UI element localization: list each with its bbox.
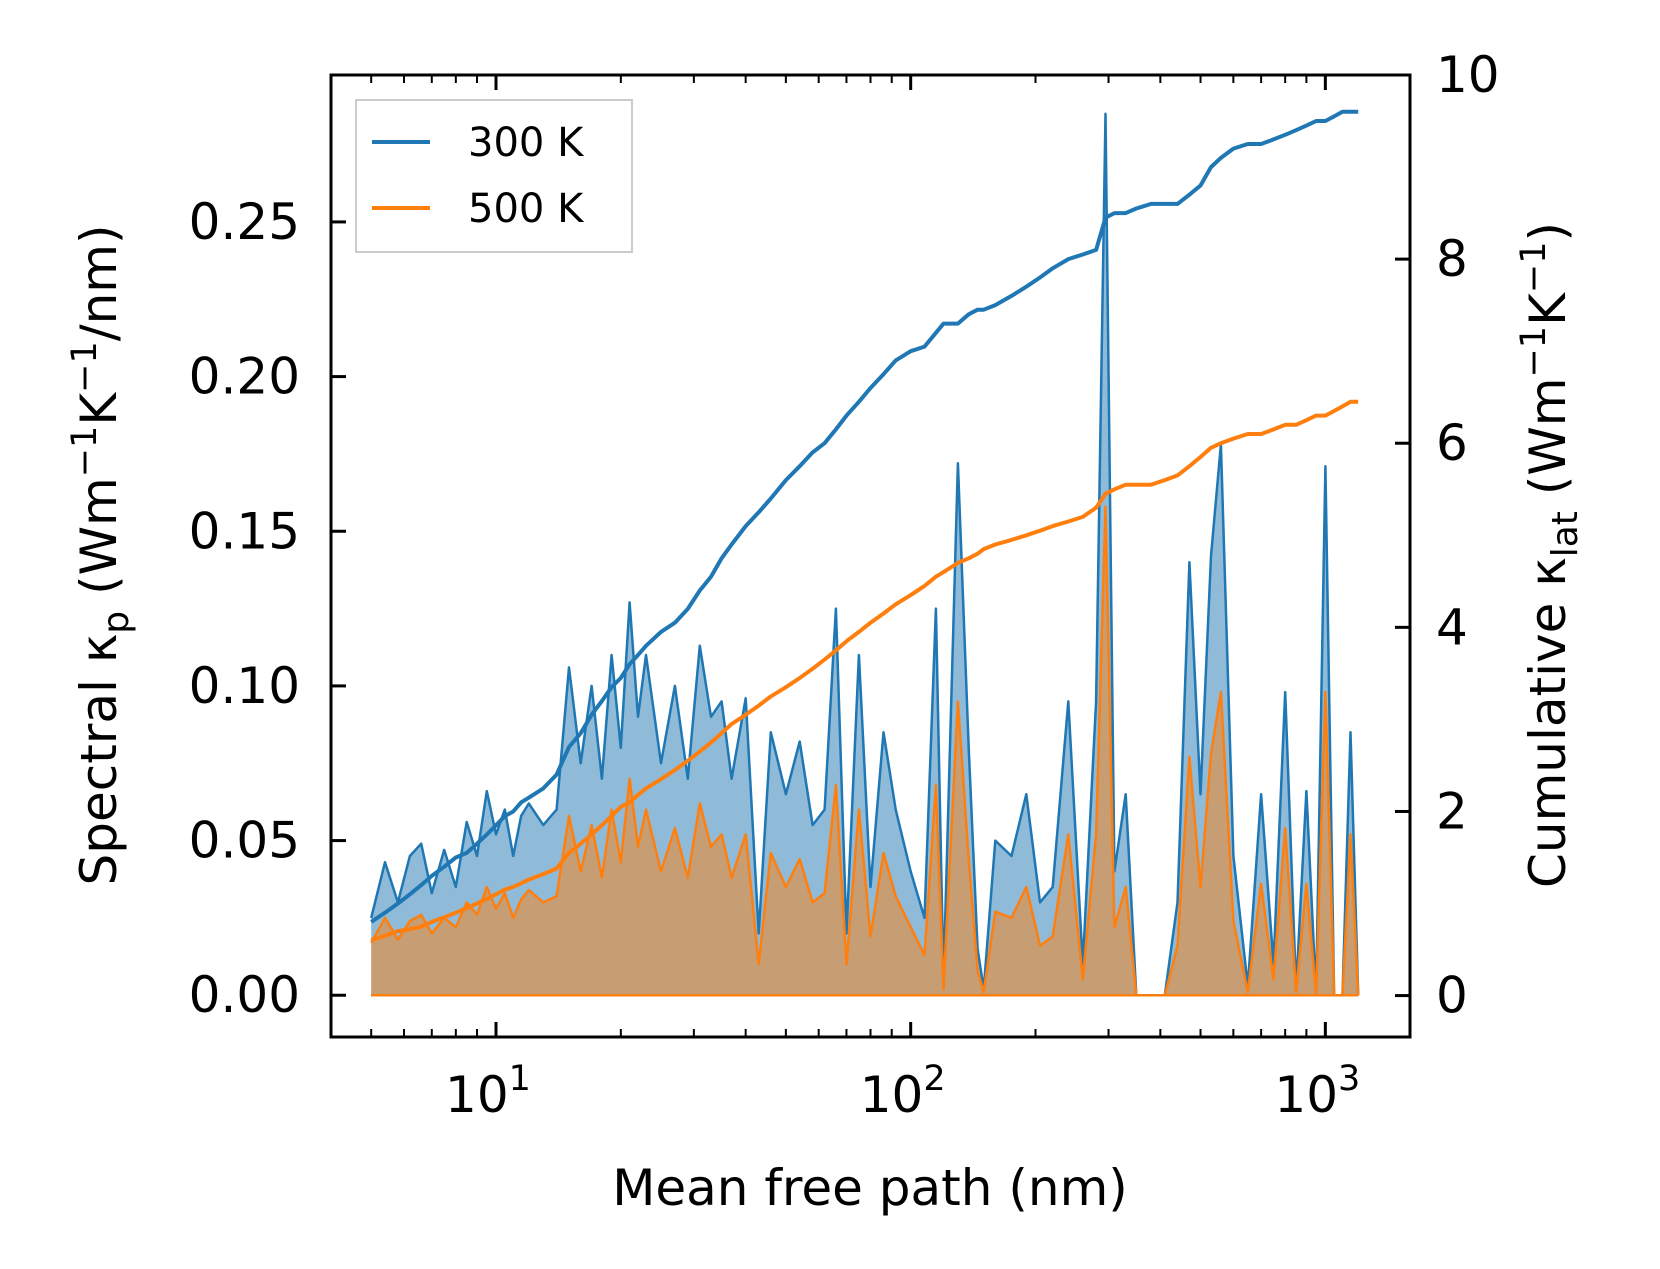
legend-box [355, 99, 633, 253]
x-tick-exponent: 1 [509, 1059, 531, 1099]
y-right-tick-label: 0 [1436, 967, 1468, 1025]
spectral-line-500k [370, 505, 1360, 997]
y-right-tick-label: 8 [1436, 230, 1468, 288]
x-axis-label: Mean free path (nm) [612, 1159, 1128, 1217]
x-tick-exponent: 3 [1338, 1059, 1360, 1099]
cumulative-line-300k [370, 109, 1359, 924]
cumulative-line-500k [370, 399, 1359, 943]
y-axis-label-left: Spectral κp (Wm−1K−1/nm) [65, 225, 137, 886]
y-left-tick-label: 0.25 [189, 193, 300, 251]
y-right-tick-label: 2 [1436, 782, 1468, 840]
y-axis-label-right: Cumulative κlat (Wm−1K−1) [1514, 222, 1586, 888]
x-tick-label: 103 [1274, 1059, 1360, 1124]
cumulative-lines [370, 109, 1359, 943]
legend-label-500k: 500 K [468, 186, 585, 232]
y-right-tick-label: 4 [1436, 598, 1468, 656]
y-left-tick-label: 0.15 [189, 502, 300, 560]
spectral-line-300k [369, 112, 1360, 997]
spectral-fill-500k [371, 506, 1359, 996]
y-right-tick-label: 6 [1436, 414, 1468, 472]
y-left-tick-label: 0.20 [189, 348, 300, 406]
legend: 300 K 500 K [355, 99, 633, 253]
y-left-tick-label: 0.10 [189, 657, 300, 715]
legend-label-300k: 300 K [468, 120, 585, 166]
x-tick-exponent: 2 [923, 1059, 945, 1099]
y-left-tick-label: 0.00 [189, 966, 300, 1024]
y-left-tick-label: 0.05 [189, 812, 300, 870]
y-right-tick-label: 10 [1436, 46, 1500, 104]
spectral-fills [369, 112, 1360, 997]
